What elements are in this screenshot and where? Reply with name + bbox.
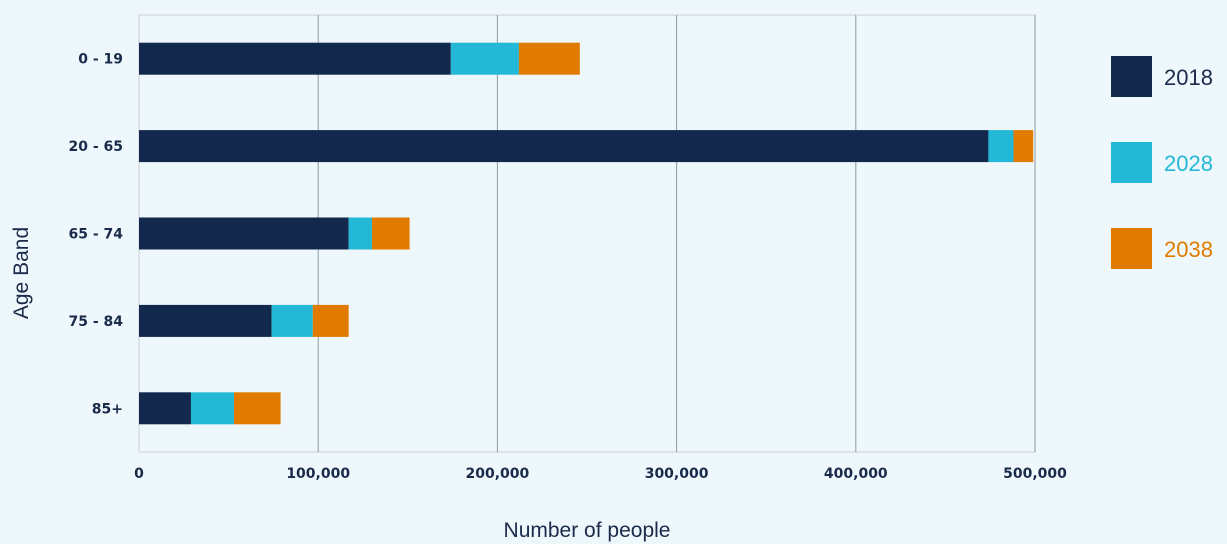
y-axis-title: Age Band: [10, 227, 33, 319]
legend-label: 2028: [1164, 151, 1213, 176]
category-labels: 0 - 19 20 - 65 65 - 74 75 - 84 85+: [68, 52, 123, 418]
bar-2018: [139, 392, 191, 425]
legend-swatch: [1111, 142, 1152, 183]
legend-label: 2018: [1164, 65, 1213, 90]
legend-label: 2038: [1164, 237, 1213, 262]
x-tick-label: 100,000: [286, 466, 350, 482]
bar-2018: [139, 42, 451, 75]
bar-2028: [348, 217, 372, 250]
legend-swatch: [1111, 56, 1152, 97]
gridlines: [138, 14, 1036, 453]
x-tick-label: 0: [134, 466, 144, 482]
category-label: 75 - 84: [68, 314, 123, 330]
x-tick-labels: 0 100,000 200,000 300,000 400,000 500,000: [134, 466, 1067, 482]
bar-2018: [139, 304, 272, 337]
bar-2038: [312, 304, 349, 337]
bar-2018: [139, 217, 349, 250]
x-tick-label: 500,000: [1003, 466, 1067, 482]
bar-2038: [1013, 130, 1034, 163]
bar-2038: [233, 392, 281, 425]
legend-swatch: [1111, 228, 1152, 269]
bar-2028: [988, 130, 1014, 163]
category-label: 20 - 65: [68, 139, 123, 155]
x-axis-title: Number of people: [504, 519, 671, 542]
bar-2038: [371, 217, 410, 250]
x-tick-label: 300,000: [645, 466, 709, 482]
category-label: 65 - 74: [68, 227, 123, 243]
bar-2028: [271, 304, 313, 337]
bar-2038: [518, 42, 580, 75]
x-tick-label: 400,000: [824, 466, 888, 482]
legend: 2018 2028 2038: [1111, 56, 1213, 269]
category-label: 0 - 19: [78, 52, 123, 68]
category-label: 85+: [92, 401, 123, 417]
bars: [139, 42, 1034, 425]
x-tick-label: 200,000: [466, 466, 530, 482]
bar-2028: [190, 392, 234, 425]
bar-2028: [450, 42, 519, 75]
bar-2018: [139, 130, 989, 163]
